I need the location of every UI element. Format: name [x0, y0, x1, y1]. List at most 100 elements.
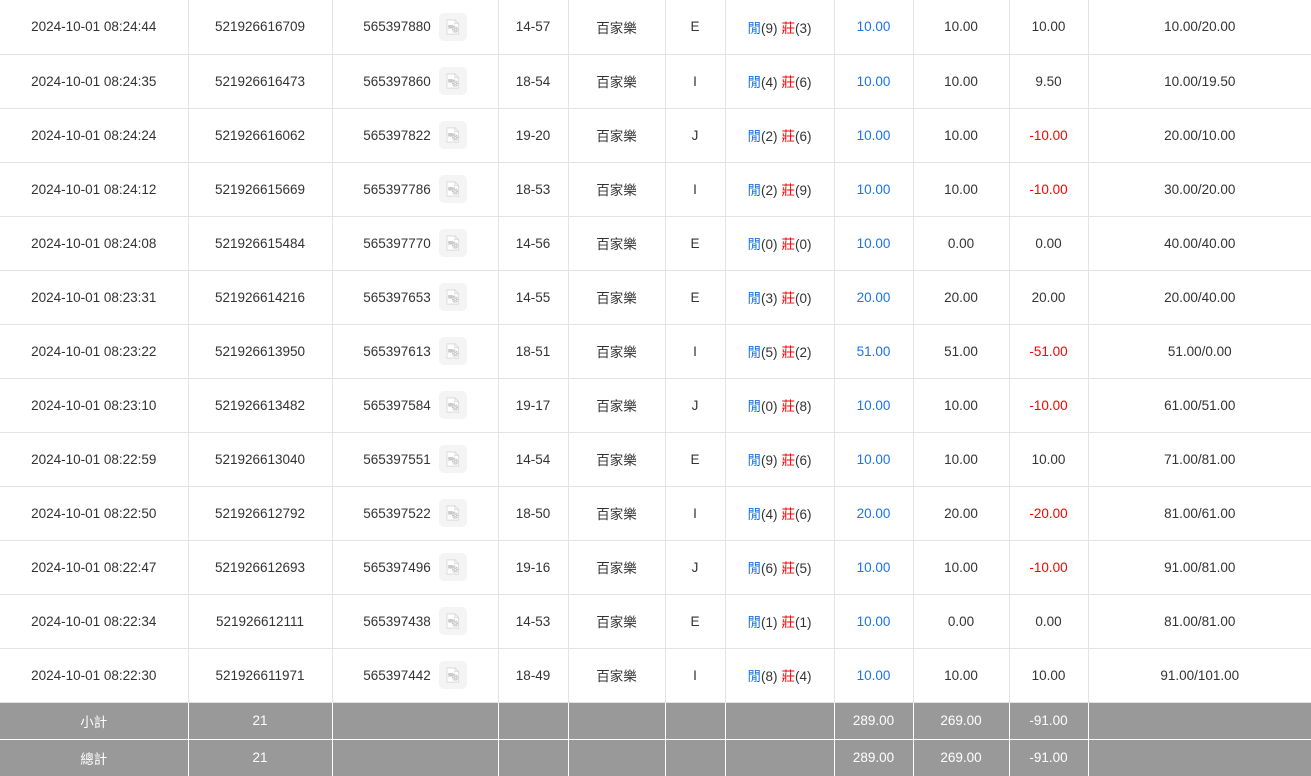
round-id-value: 565397653 [363, 289, 431, 305]
cell-balance: 81.00/61.00 [1088, 486, 1311, 541]
result-banker-group: 莊(2) [782, 341, 812, 361]
cell-valid-amount: 10.00 [913, 0, 1010, 55]
cell-bet-id: 521926611971 [188, 648, 333, 703]
video-file-icon[interactable] [438, 337, 467, 365]
cell-game-name: 百家樂 [568, 324, 666, 379]
result-player-points: (6) [761, 561, 778, 576]
cell-valid-amount: 10.00 [913, 540, 1010, 595]
cell-round-id: 565397551 [332, 432, 499, 487]
cell-valid-amount: 0.00 [913, 216, 1010, 271]
result-player-points: (0) [761, 237, 778, 252]
result-banker-points: (6) [795, 453, 812, 468]
result-player-label: 閒 [747, 20, 762, 36]
table-row: 2024-10-01 08:23:10 521926613482 565397584… [0, 378, 1311, 433]
cell-round-result: 閒(6) 莊(5) [725, 540, 835, 595]
result-banker-label: 莊 [781, 345, 796, 360]
cell-game-name: 百家樂 [568, 540, 666, 595]
cell-table-number: 18-50 [498, 486, 569, 541]
cell-balance: 30.00/20.00 [1088, 162, 1311, 217]
video-file-icon[interactable] [438, 283, 467, 311]
cell-win-loss-amount: -10.00 [1009, 162, 1089, 217]
result-wrapper: 閒(8) 莊(4) [748, 665, 812, 685]
video-file-icon[interactable] [438, 121, 467, 149]
video-file-icon[interactable] [438, 391, 467, 419]
cell-round-id: 565397438 [332, 594, 499, 649]
cell-bet-amount: 10.00 [834, 432, 914, 487]
cell-win-loss-amount: 9.50 [1009, 54, 1089, 109]
round-id-value: 565397822 [363, 127, 431, 143]
cell-bet-id: 521926613040 [188, 432, 333, 487]
result-player-group: 閒(2) [748, 179, 778, 199]
result-banker-group: 莊(4) [782, 665, 812, 685]
video-file-icon[interactable] [438, 607, 467, 635]
video-file-icon[interactable] [438, 499, 467, 527]
cell-bet-amount: 10.00 [834, 162, 914, 217]
summary-valid-amount: 269.00 [913, 702, 1010, 740]
result-banker-group: 莊(0) [782, 287, 812, 307]
cell-game-name: 百家樂 [568, 162, 666, 217]
summary-bet-amount: 289.00 [834, 739, 914, 776]
cell-valid-amount: 10.00 [913, 54, 1010, 109]
video-file-icon[interactable] [438, 445, 467, 473]
cell-round-id: 565397770 [332, 216, 499, 271]
video-file-icon[interactable] [438, 175, 467, 203]
cell-round-result: 閒(1) 莊(1) [725, 594, 835, 649]
cell-game-name: 百家樂 [568, 270, 666, 325]
result-player-group: 閒(2) [748, 125, 778, 145]
result-banker-label: 莊 [781, 75, 796, 90]
cell-game-name: 百家樂 [568, 0, 666, 55]
cell-win-loss-amount: 10.00 [1009, 0, 1089, 55]
result-player-group: 閒(3) [748, 287, 778, 307]
cell-round-id: 565397786 [332, 162, 499, 217]
cell-balance: 91.00/101.00 [1088, 648, 1311, 703]
result-wrapper: 閒(3) 莊(0) [748, 287, 812, 307]
result-player-label: 閒 [747, 507, 762, 522]
table-row: 2024-10-01 08:23:22 521926613950 565397613… [0, 324, 1311, 379]
video-file-icon[interactable] [438, 12, 467, 41]
cell-table-number: 18-51 [498, 324, 569, 379]
cell-bet-amount: 10.00 [834, 216, 914, 271]
cell-round-result: 閒(0) 莊(8) [725, 378, 835, 433]
cell-bet-amount: 10.00 [834, 108, 914, 163]
cell-table-number: 19-16 [498, 540, 569, 595]
cell-seat-code: I [665, 648, 726, 703]
summary-label: 總計 [0, 739, 189, 776]
cell-round-result: 閒(8) 莊(4) [725, 648, 835, 703]
cell-win-loss-amount: -51.00 [1009, 324, 1089, 379]
round-id-value: 565397551 [363, 451, 431, 467]
video-file-icon[interactable] [438, 553, 467, 581]
cell-balance: 10.00/19.50 [1088, 54, 1311, 109]
cell-round-id: 565397822 [332, 108, 499, 163]
cell-round-result: 閒(2) 莊(9) [725, 162, 835, 217]
table-row: 2024-10-01 08:24:35 521926616473 565397860… [0, 54, 1311, 109]
video-file-icon[interactable] [438, 661, 467, 689]
result-player-group: 閒(9) [748, 449, 778, 469]
cell-bet-amount: 20.00 [834, 270, 914, 325]
cell-balance: 71.00/81.00 [1088, 432, 1311, 487]
cell-round-id: 565397880 [332, 0, 499, 55]
result-banker-label: 莊 [781, 291, 796, 306]
result-player-label: 閒 [747, 183, 762, 198]
result-banker-label: 莊 [781, 183, 796, 198]
cell-balance: 10.00/20.00 [1088, 0, 1311, 55]
summary-blank-seat [665, 702, 726, 740]
cell-valid-amount: 10.00 [913, 162, 1010, 217]
round-id-value: 565397613 [363, 343, 431, 359]
result-wrapper: 閒(1) 莊(1) [748, 611, 812, 631]
cell-round-result: 閒(2) 莊(6) [725, 108, 835, 163]
cell-seat-code: E [665, 216, 726, 271]
round-id-wrapper: 565397822 [337, 121, 494, 149]
cell-bet-id: 521926612792 [188, 486, 333, 541]
result-banker-points: (9) [795, 183, 812, 198]
cell-seat-code: I [665, 324, 726, 379]
cell-bet-id: 521926615484 [188, 216, 333, 271]
result-wrapper: 閒(2) 莊(9) [748, 179, 812, 199]
cell-round-id: 565397442 [332, 648, 499, 703]
summary-row: 總計 21 289.00 269.00 -91.00 [0, 739, 1311, 776]
summary-win-loss-amount: -91.00 [1009, 739, 1089, 776]
video-file-icon[interactable] [438, 229, 467, 257]
result-player-label: 閒 [747, 291, 762, 306]
video-file-icon[interactable] [438, 67, 467, 95]
cell-round-id: 565397613 [332, 324, 499, 379]
